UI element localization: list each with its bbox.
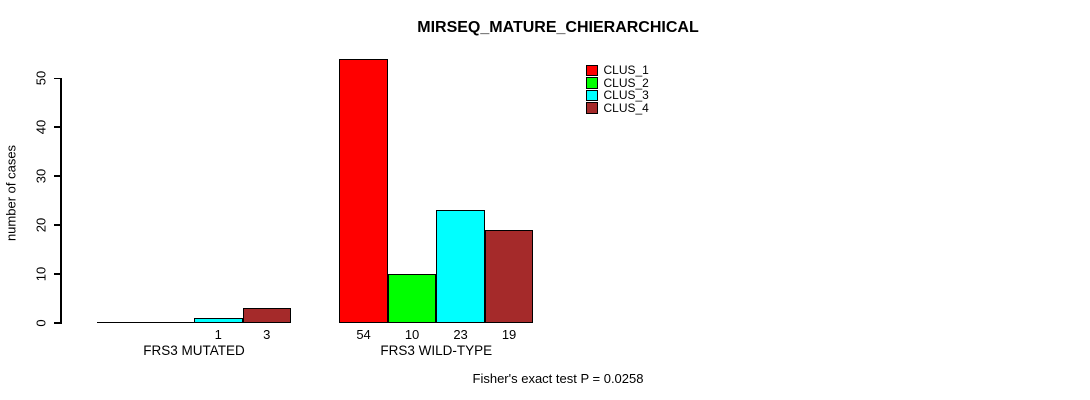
y-axis-tick <box>54 322 61 324</box>
legend: CLUS_1 CLUS_2 CLUS_3 CLUS_4 <box>586 64 649 114</box>
bar-value-label: 10 <box>404 327 420 342</box>
legend-label: CLUS_1 <box>603 63 649 77</box>
y-axis-line <box>60 78 62 324</box>
bar-clus_2-group1-zero <box>145 322 194 323</box>
bar-value-label: 23 <box>453 327 468 342</box>
bar-clus_3-group1 <box>194 318 243 323</box>
bar-clus_2-group2 <box>387 274 437 323</box>
y-axis-tick-label: 50 <box>33 71 49 86</box>
bar-value-label: 19 <box>501 327 517 342</box>
y-axis-tick-label: 0 <box>33 319 49 327</box>
legend-swatch-clus_4 <box>586 102 598 114</box>
footnote: Fisher's exact test P = 0.0258 <box>472 371 644 386</box>
bar-value-label: 54 <box>356 327 371 342</box>
legend-swatch-clus_2 <box>586 77 598 89</box>
category-label-1: FRS3 MUTATED <box>143 343 245 358</box>
y-axis-tick-label: 40 <box>33 120 49 135</box>
legend-label: CLUS_2 <box>603 75 649 90</box>
legend-swatch-clus_3 <box>586 89 598 102</box>
y-axis-tick <box>54 175 61 177</box>
bar-clus_1-group2 <box>339 58 388 323</box>
legend-label: CLUS_4 <box>603 100 649 115</box>
y-axis-tick-label: 10 <box>33 266 49 282</box>
bar-clus_4-group2 <box>484 230 534 323</box>
bar-value-label: 3 <box>263 327 271 342</box>
legend-label: CLUS_3 <box>603 88 649 103</box>
legend-item-clus_4: CLUS_4 <box>586 102 649 115</box>
legend-swatch-clus_1 <box>586 64 598 77</box>
category-label-2: FRS3 WILD-TYPE <box>380 343 493 358</box>
bar-clus_4-group1 <box>242 308 291 323</box>
y-axis-tick <box>54 224 61 226</box>
chart-title: MIRSEQ_MATURE_CHIERARCHICAL <box>417 19 699 36</box>
y-axis-tick-label: 20 <box>33 217 49 233</box>
bar-clus_1-group1-zero <box>97 322 146 323</box>
y-axis-tick-label: 30 <box>33 168 49 184</box>
legend-item-clus_2: CLUS_2 <box>586 75 649 90</box>
y-axis-tick <box>54 77 61 80</box>
legend-item-clus_3: CLUS_3 <box>586 89 649 102</box>
bar-clus_3-group2 <box>436 210 485 323</box>
y-axis-tick <box>54 273 61 275</box>
y-axis-tick <box>54 126 61 128</box>
bar-value-label: 1 <box>214 327 222 342</box>
y-axis-title: number of cases <box>3 144 19 242</box>
legend-item-clus_1: CLUS_1 <box>586 64 649 77</box>
